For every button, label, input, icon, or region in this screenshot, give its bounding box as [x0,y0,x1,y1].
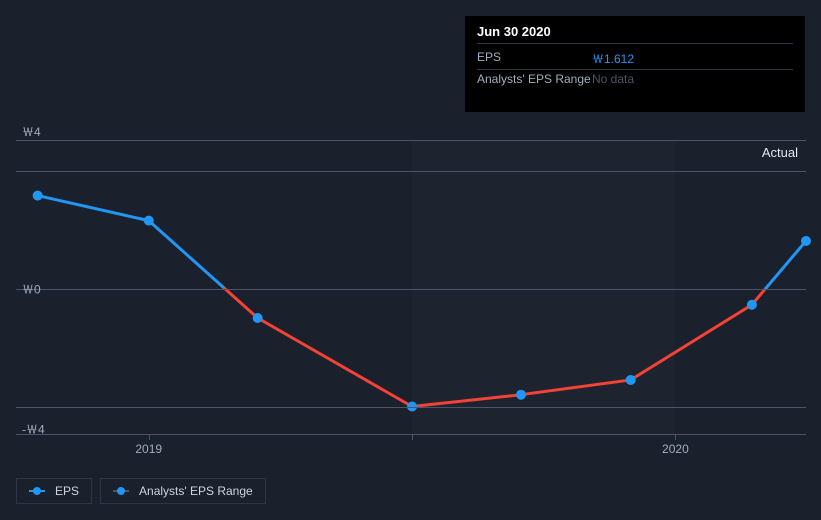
chart-data-point[interactable] [801,236,811,246]
y-axis-label: ￦0 [22,280,41,297]
chart-gridline [16,289,806,290]
chart-data-point[interactable] [253,313,263,323]
legend-item-range[interactable]: Analysts' EPS Range [100,478,266,504]
x-axis-label: 2020 [662,442,689,456]
y-axis-label: ￦4 [22,123,41,140]
tooltip-label: EPS [477,50,592,67]
chart-gridline [16,407,806,408]
legend-label: Analysts' EPS Range [139,484,253,498]
chart-plot-area[interactable]: Actual ￦4￦0-￦420192020 [16,140,806,435]
tooltip-row-range: Analysts' EPS Range No data [477,70,793,88]
chart-svg [16,141,806,434]
chart-line-segment [766,241,806,289]
x-axis-tick [412,434,413,440]
chart-data-point[interactable] [33,191,43,201]
chart-line-segment [521,380,631,395]
legend-item-eps[interactable]: EPS [16,478,92,504]
tooltip-value: No data [592,72,634,86]
chart-line-segment [258,318,412,407]
chart-data-point[interactable] [626,375,636,385]
legend-label: EPS [55,484,79,498]
chart-line-segment [412,395,521,407]
chart-data-point[interactable] [747,300,757,310]
eps-chart[interactable]: Actual ￦4￦0-￦420192020 [16,122,806,457]
x-axis-label: 2019 [135,442,162,456]
legend-swatch-icon [29,487,45,495]
chart-line-segment [38,196,149,221]
tooltip-date: Jun 30 2020 [477,24,793,44]
chart-line-segment [631,305,752,380]
chart-gridline [16,171,806,172]
chart-line-segment [225,289,258,319]
legend-swatch-icon [113,487,129,495]
chart-tooltip: Jun 30 2020 EPS ￦1.612 Analysts' EPS Ran… [465,16,805,112]
y-axis-label: -￦4 [22,421,45,438]
tooltip-label: Analysts' EPS Range [477,72,592,86]
chart-line-segment [149,221,225,289]
tooltip-value: ￦1.612 [592,50,634,67]
chart-data-point[interactable] [516,390,526,400]
x-axis-tick [149,434,150,440]
chart-data-point[interactable] [144,216,154,226]
x-axis-tick [675,434,676,440]
chart-legend: EPS Analysts' EPS Range [16,478,266,504]
tooltip-row-eps: EPS ￦1.612 [477,48,793,70]
